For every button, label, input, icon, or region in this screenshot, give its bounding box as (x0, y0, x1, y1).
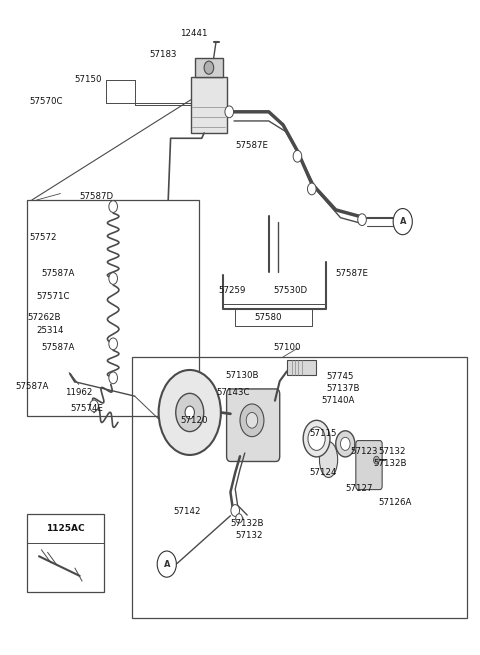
Circle shape (358, 214, 366, 225)
Text: 57127: 57127 (345, 485, 373, 493)
Text: 57587E: 57587E (235, 141, 268, 150)
Text: 57259: 57259 (218, 286, 246, 295)
Text: 57100: 57100 (274, 343, 301, 352)
Text: 57132B: 57132B (230, 519, 264, 528)
Text: 57115: 57115 (310, 429, 337, 438)
FancyBboxPatch shape (227, 389, 280, 462)
Circle shape (236, 514, 242, 523)
Circle shape (393, 208, 412, 234)
Circle shape (90, 400, 98, 412)
Text: 57262B: 57262B (27, 312, 60, 322)
Circle shape (109, 338, 118, 350)
Text: 57130B: 57130B (226, 371, 259, 380)
Text: 57571C: 57571C (36, 292, 70, 301)
Text: 57587A: 57587A (15, 382, 48, 391)
Circle shape (308, 183, 316, 195)
Text: 57580: 57580 (254, 312, 282, 322)
Bar (132, 357, 468, 618)
Text: 57587A: 57587A (41, 269, 75, 278)
Text: 11962: 11962 (65, 388, 93, 398)
Text: 57140A: 57140A (322, 396, 355, 405)
Circle shape (240, 404, 264, 437)
Text: 57123: 57123 (350, 447, 378, 456)
Circle shape (246, 413, 258, 428)
Ellipse shape (320, 441, 337, 477)
Circle shape (373, 457, 379, 464)
Text: A: A (399, 217, 406, 226)
Circle shape (225, 106, 234, 118)
FancyBboxPatch shape (356, 441, 382, 489)
Text: 57126A: 57126A (379, 498, 412, 507)
Circle shape (109, 200, 118, 212)
Circle shape (109, 272, 118, 284)
Circle shape (204, 61, 214, 74)
Text: 25314: 25314 (36, 326, 64, 335)
Text: 57572: 57572 (29, 233, 57, 242)
Text: 57142: 57142 (173, 508, 201, 516)
Circle shape (340, 438, 350, 451)
Text: 57570C: 57570C (29, 97, 63, 106)
Circle shape (157, 551, 176, 577)
Text: 57137B: 57137B (326, 384, 360, 393)
Text: 57587E: 57587E (336, 269, 369, 278)
Circle shape (176, 394, 204, 432)
Bar (287, 360, 316, 375)
Text: 57150: 57150 (75, 75, 102, 84)
Circle shape (336, 431, 355, 457)
Text: 12441: 12441 (180, 29, 208, 38)
Circle shape (303, 421, 330, 457)
Circle shape (231, 504, 240, 516)
Text: 57587A: 57587A (41, 343, 75, 352)
Circle shape (158, 370, 221, 455)
Text: A: A (164, 559, 170, 569)
Circle shape (109, 372, 118, 384)
Text: 1125AC: 1125AC (46, 523, 84, 533)
Text: 57124: 57124 (310, 468, 337, 477)
Bar (27, 514, 104, 592)
Text: 57132B: 57132B (373, 459, 407, 468)
Text: 57120: 57120 (180, 416, 208, 425)
Text: 57530D: 57530D (274, 286, 308, 295)
Text: 57745: 57745 (326, 372, 354, 381)
Circle shape (185, 406, 194, 419)
Text: 57574E: 57574E (70, 404, 103, 413)
Bar (27, 200, 199, 416)
Bar (194, 58, 223, 77)
Text: 57183: 57183 (149, 50, 177, 59)
Text: 57132: 57132 (235, 531, 263, 540)
Text: 57132: 57132 (379, 447, 406, 456)
Circle shape (308, 427, 325, 451)
Circle shape (293, 151, 302, 162)
Text: 57587D: 57587D (80, 193, 114, 201)
Bar (191, 77, 227, 133)
Text: 57143C: 57143C (216, 388, 250, 398)
